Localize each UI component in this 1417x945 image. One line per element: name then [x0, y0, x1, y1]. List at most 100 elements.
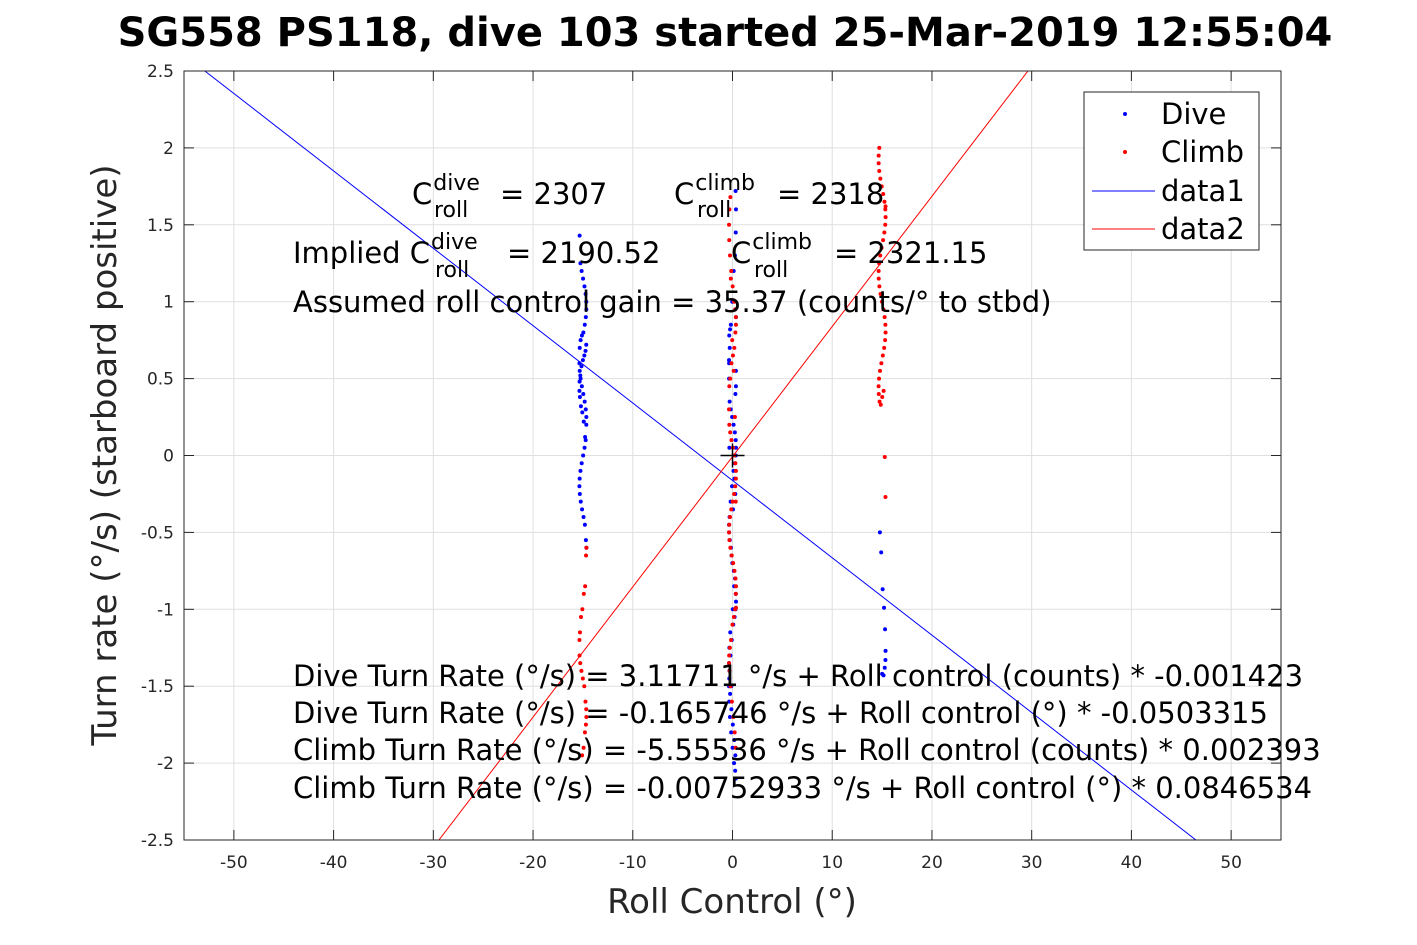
climb-point-88	[883, 207, 888, 212]
x-tick-label-7: 20	[921, 853, 943, 873]
regression-equations: Dive Turn Rate (°/s) = 3.11711 °/s + Rol…	[293, 659, 1321, 805]
dive-point-118	[727, 358, 732, 363]
climb-point-48	[730, 499, 735, 504]
c-climb-sup: climb	[695, 171, 755, 196]
x-tick-label-8: 30	[1021, 853, 1043, 873]
climb-point-57	[732, 568, 737, 573]
climb-point-99	[878, 292, 883, 297]
climb-point-23	[727, 238, 732, 243]
climb-point-3	[581, 591, 586, 596]
dive-point-93	[732, 761, 737, 766]
climb-point-33	[730, 353, 735, 358]
climb-point-111	[876, 384, 881, 389]
climb-point-17	[582, 730, 587, 735]
climb-point-119	[883, 204, 888, 209]
equation-dive-degrees: Dive Turn Rate (°/s) = -0.165746 °/s + R…	[293, 696, 1268, 730]
dive-point-63	[731, 422, 736, 427]
dive-point-8	[583, 315, 588, 320]
dive-point-101	[728, 630, 733, 635]
climb-point-40	[729, 438, 734, 443]
climb-point-115	[880, 395, 885, 400]
dive-point-14	[577, 361, 582, 366]
dive-point-9	[582, 322, 587, 327]
dive-point-29	[577, 484, 582, 489]
dive-point-91	[729, 730, 734, 735]
equation-climb-degrees: Climb Turn Rate (°/s) = -0.00752933 °/s …	[293, 771, 1312, 805]
c-roll-annotations: Cdive roll = 2307 Cclimb roll = 2318 Imp…	[293, 171, 1052, 319]
climb-point-4	[580, 607, 585, 612]
climb-point-45	[733, 476, 738, 481]
climb-point-43	[733, 461, 738, 466]
climb-point-65	[727, 645, 732, 650]
climb-point-112	[876, 391, 881, 396]
climb-point-10	[579, 668, 584, 673]
implied-climb-sub: roll	[754, 258, 788, 283]
climb-point-34	[729, 361, 734, 366]
climb-point-59	[733, 584, 738, 589]
climb-point-83	[877, 168, 882, 173]
dive-point-10	[581, 330, 586, 335]
climb-point-67	[727, 661, 732, 666]
dive-point-27	[578, 468, 583, 473]
x-tick-label-6: 10	[821, 853, 843, 873]
climb-point-47	[732, 491, 737, 496]
climb-point-22	[727, 222, 732, 227]
dive-point-90	[727, 714, 732, 719]
climb-point-46	[733, 484, 738, 489]
climb-point-51	[727, 522, 732, 527]
c-dive-value: = 2307	[500, 177, 607, 211]
climb-point-75	[733, 499, 738, 504]
climb-point-36	[727, 384, 732, 389]
dive-point-34	[582, 522, 587, 527]
climb-point-49	[729, 507, 734, 512]
chart-title: SG558 PS118, dive 103 started 25-Mar-201…	[118, 10, 1333, 56]
c-dive-sub: roll	[434, 198, 468, 223]
dive-point-18	[581, 391, 586, 396]
climb-point-66	[727, 653, 732, 658]
dive-point-41	[579, 364, 584, 369]
fit-line-data1	[204, 71, 1197, 840]
implied-dive-sub: roll	[435, 258, 469, 283]
dive-point-52	[733, 230, 738, 235]
climb-point-50	[728, 515, 733, 520]
y-tick-label-2: -1.5	[141, 677, 174, 697]
climb-point-68	[727, 668, 732, 673]
implied-climb-value: = 2321.15	[834, 236, 987, 270]
climb-point-19	[580, 753, 585, 758]
y-tick-label-9: 2	[163, 139, 174, 159]
implied-climb-sup: climb	[752, 230, 812, 255]
dive-point-26	[579, 461, 584, 466]
dive-point-24	[582, 445, 587, 450]
dive-point-70	[730, 484, 735, 489]
climb-point-28	[733, 307, 738, 312]
legend-dive-label: Dive	[1161, 97, 1226, 131]
dive-point-104	[727, 676, 732, 681]
dive-point-123	[882, 605, 887, 610]
dive-point-17	[579, 384, 584, 389]
climb-point-1	[584, 553, 589, 558]
climb-point-32	[732, 345, 737, 350]
dive-point-60	[727, 399, 732, 404]
dive-point-111	[733, 384, 738, 389]
implied-dive-label: Implied Cdive	[293, 230, 478, 270]
climb-point-80	[877, 145, 882, 150]
legend: Dive Climb data1 data2	[1083, 91, 1260, 251]
climb-point-110	[877, 376, 882, 381]
dive-point-124	[883, 627, 888, 632]
equation-dive-counts: Dive Turn Rate (°/s) = 3.11711 °/s + Rol…	[293, 659, 1303, 693]
climb-point-103	[883, 322, 888, 327]
climb-point-6	[577, 630, 582, 635]
climb-point-63	[730, 622, 735, 627]
dive-point-97	[733, 391, 738, 396]
dive-point-57	[727, 345, 732, 350]
dive-point-5	[583, 292, 588, 297]
dive-point-108	[732, 738, 737, 743]
dive-point-2	[579, 268, 584, 273]
dive-point-42	[578, 373, 583, 378]
climb-point-77	[731, 368, 736, 373]
dive-point-13	[577, 345, 582, 350]
climb-point-76	[732, 415, 737, 420]
dive-point-23	[583, 438, 588, 443]
climb-point-30	[733, 322, 738, 327]
climb-point-13	[583, 699, 588, 704]
